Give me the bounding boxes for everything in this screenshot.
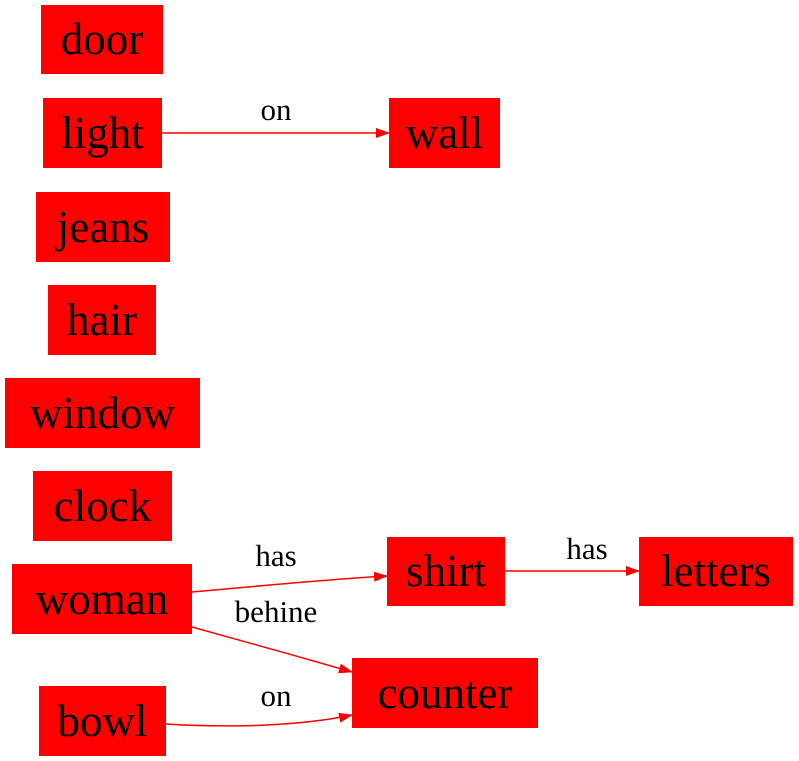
node-counter: counter (352, 658, 538, 728)
edge-label-light-wall: on (260, 92, 292, 127)
node-letters: letters (639, 537, 793, 606)
node-woman: woman (12, 564, 192, 634)
edge-bowl-counter (165, 712, 353, 727)
edge-label-bowl-counter: on (260, 678, 292, 713)
node-jeans: jeans (36, 192, 170, 262)
node-door: door (41, 5, 163, 74)
edge-woman-shirt (191, 571, 388, 593)
node-window: window (5, 378, 200, 448)
node-wall: wall (389, 98, 500, 168)
edge-label-shirt-letters: has (566, 531, 608, 566)
node-clock: clock (33, 471, 172, 541)
node-shirt: shirt (387, 537, 505, 606)
node-bowl: bowl (39, 686, 166, 756)
node-light: light (43, 98, 162, 168)
edge-label-woman-counter: behine (234, 594, 318, 629)
edge-woman-counter (191, 626, 353, 674)
edge-label-woman-shirt: has (255, 538, 297, 573)
node-hair: hair (48, 285, 156, 355)
